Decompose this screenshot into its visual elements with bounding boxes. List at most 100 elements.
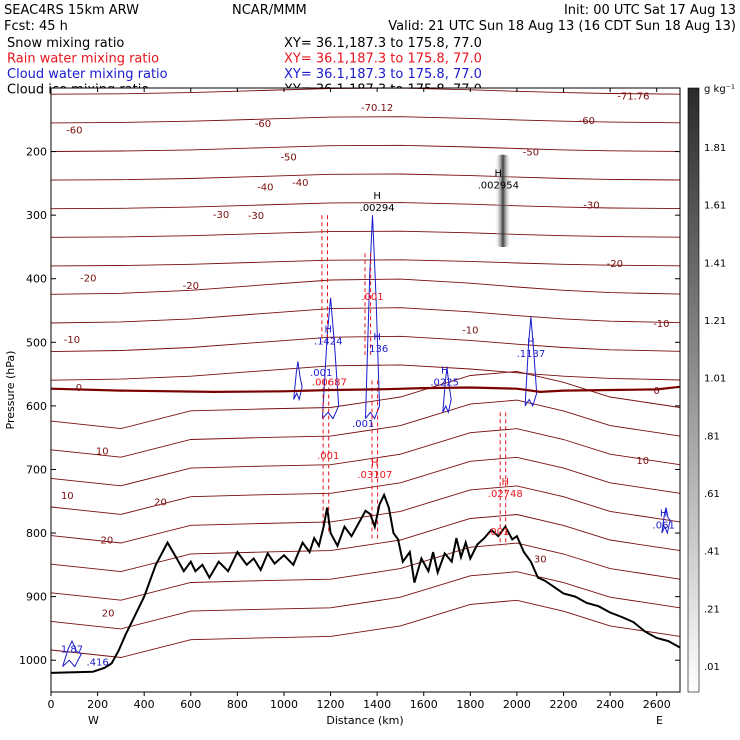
- x-tick-label: 600: [180, 698, 201, 711]
- forecast-hour: Fcst: 45 h: [4, 19, 68, 34]
- isotherm-label: -71.76: [617, 92, 649, 103]
- maximum-value: .03107: [357, 470, 392, 481]
- isotherm-line: [51, 278, 680, 295]
- isotherm-line: [51, 514, 680, 573]
- colorbar-label: .41: [704, 547, 720, 558]
- isotherm-label: -20: [607, 259, 623, 270]
- isotherm-label: -70.12: [361, 103, 393, 114]
- isotherm-line: [51, 399, 680, 458]
- isotherm-label: -10: [64, 335, 80, 346]
- maximum-marker: H: [373, 191, 381, 202]
- isotherm-label: 30: [534, 554, 547, 565]
- legend-entry-0: Snow mixing ratio: [7, 36, 124, 51]
- isotherm-label: 20: [101, 535, 114, 546]
- isotherm-line: [51, 173, 680, 181]
- model-title: SEAC4RS 15km ARW: [4, 3, 139, 18]
- cloud-water-contour: [365, 215, 381, 420]
- terrain-profile: [51, 492, 680, 674]
- y-tick-label: 600: [26, 400, 47, 413]
- legend-xy-2: XY= 36.1,187.3 to 175.8, 77.0: [284, 67, 482, 82]
- x-tick-label: 1600: [410, 698, 438, 711]
- y-tick-label: 400: [26, 273, 47, 286]
- x-tick-label: 1400: [363, 698, 391, 711]
- maximum-value: .02748: [488, 489, 523, 500]
- isotherm-line: [51, 428, 680, 487]
- isotherm-label: 0: [76, 383, 82, 394]
- legend-entry-1: Rain water mixing ratio: [7, 52, 159, 67]
- y-tick-label: 200: [26, 146, 47, 159]
- maximum-marker: H: [660, 509, 668, 520]
- colorbar-unit: g kg⁻¹: [704, 84, 735, 95]
- maximum-value: .001: [361, 292, 383, 303]
- freezing-level: [51, 385, 680, 394]
- x-tick-label: 400: [134, 698, 155, 711]
- maximum-value: .1137: [517, 349, 546, 360]
- isotherm-label: -20: [183, 281, 199, 292]
- west-label: W: [88, 714, 99, 727]
- isotherm-line: [51, 144, 680, 152]
- isotherm-line: [51, 542, 680, 601]
- isotherm-label: 0: [654, 386, 660, 397]
- isotherm-label: 10: [636, 456, 649, 467]
- isotherm-labels: -70.12 -71.76 -60 -60 -60 -50 -50 -40 -40 -30 -30 -…: [61, 92, 670, 620]
- isotherm-line: [51, 456, 680, 515]
- x-tick-label: 2000: [503, 698, 531, 711]
- maximum-value: 1.87: [61, 645, 83, 656]
- isotherm-line: [51, 202, 680, 210]
- y-tick-label: 1000: [19, 654, 47, 667]
- x-tick-label: 2600: [643, 698, 671, 711]
- valid-time: Valid: 21 UTC Sun 18 Aug 13 (16 CDT Sun …: [388, 19, 736, 34]
- rain-water-contours: [321, 215, 507, 546]
- isotherm-line: [51, 371, 680, 430]
- freezing-level-line: [51, 385, 680, 394]
- x-tick-label: 2200: [550, 698, 578, 711]
- y-tick-label: 800: [26, 527, 47, 540]
- colorbar-label: .61: [704, 489, 720, 500]
- isotherm-label: -60: [255, 119, 271, 130]
- isotherm-label: -40: [257, 183, 273, 194]
- isotherm-label: -60: [579, 116, 595, 127]
- maximum-value: .001: [487, 527, 509, 538]
- y-tick-label: 900: [26, 591, 47, 604]
- isotherm-label: -20: [80, 273, 96, 284]
- legend-xy-0: XY= 36.1,187.3 to 175.8, 77.0: [284, 36, 482, 51]
- isotherm-label: 10: [61, 491, 74, 502]
- isotherm-label: -50: [280, 153, 296, 164]
- plot-area: -70.12 -71.76 -60 -60 -60 -50 -50 -40 -40 -30 -30 -…: [4, 87, 681, 727]
- x-tick-label: 1200: [317, 698, 345, 711]
- x-axis: 0 200 400 600 800 1000 1200 1400 1600 1800 2000 220…: [48, 88, 671, 711]
- isotherm-label: -30: [213, 210, 229, 221]
- legend-xy-1: XY= 36.1,187.3 to 175.8, 77.0: [284, 52, 482, 67]
- maximum-marker: H: [371, 458, 379, 469]
- maximum-marker: H: [324, 324, 332, 335]
- center-label: NCAR/MMM: [232, 3, 307, 18]
- isotherm-line: [51, 599, 680, 658]
- terrain-line: [51, 492, 680, 674]
- maximum-value: .00687: [312, 378, 347, 389]
- colorbar-label: 1.01: [704, 374, 726, 385]
- isotherm-line: [51, 571, 680, 630]
- x-tick-label: 1800: [456, 698, 484, 711]
- maximum-marker: H: [495, 169, 503, 180]
- isotherm-line: [51, 230, 680, 238]
- maximum-marker: H: [527, 337, 535, 348]
- isotherm-label: -30: [248, 211, 264, 222]
- cloud-water-contour: [442, 367, 452, 415]
- colorbar-label: 1.41: [704, 258, 726, 269]
- colorbar-label: .81: [704, 431, 720, 442]
- maximum-value: .00294: [360, 203, 395, 214]
- x-tick-label: 800: [227, 698, 248, 711]
- isotherm-label: -10: [462, 326, 478, 337]
- maximum-marker: H: [502, 477, 510, 488]
- isotherm-label: 20: [102, 609, 115, 620]
- x-tick-label: 200: [87, 698, 108, 711]
- colorbar: g kg⁻¹ .01 .21 .41 .61 .81 1.01 1.21 1.41 1.61 1.…: [687, 84, 735, 693]
- isotherm-line: [51, 116, 680, 124]
- cloud-water-contour: [524, 316, 538, 408]
- maximum-value: .061: [653, 521, 675, 532]
- maximum-marker: H: [441, 366, 449, 377]
- colorbar-ramp: [687, 87, 700, 693]
